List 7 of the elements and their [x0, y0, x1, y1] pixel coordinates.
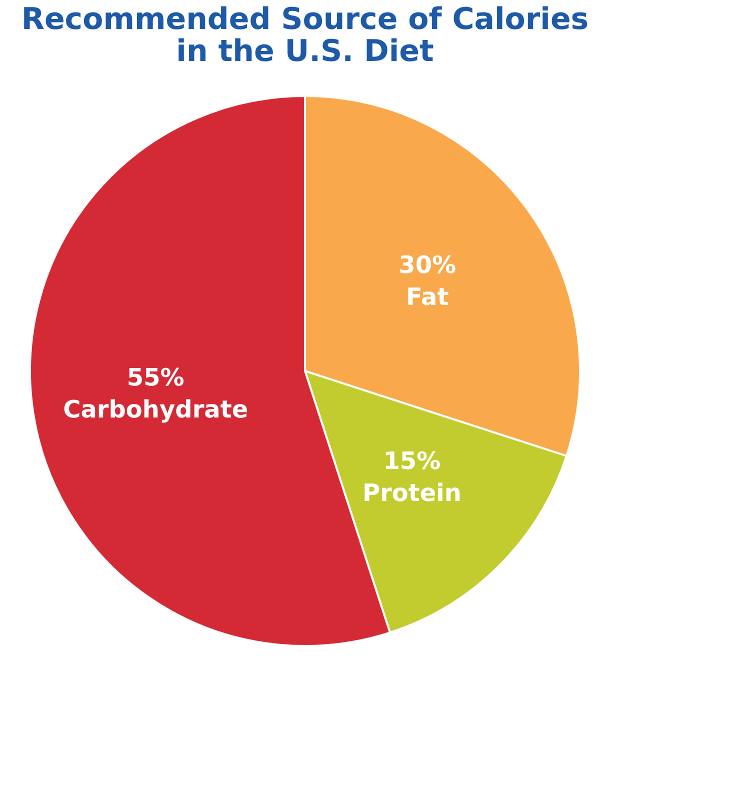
- data-label: 15%: [383, 446, 441, 475]
- data-label: 55%: [126, 364, 184, 392]
- slice-label: Protein: [362, 478, 462, 507]
- chart-title: Recommended Source of Calories in the U.S. Diet: [21, 2, 589, 69]
- slice-label: Carbohydrate: [63, 396, 248, 424]
- slice-label: Fat: [406, 283, 449, 312]
- data-label: 30%: [398, 251, 456, 280]
